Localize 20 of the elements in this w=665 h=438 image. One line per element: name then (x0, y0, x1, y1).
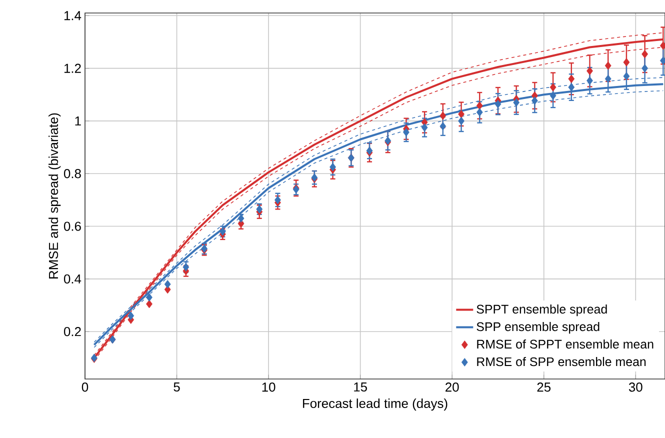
x-tick-label: 30 (628, 382, 642, 392)
x-tick-label: 20 (446, 382, 459, 392)
y-tick-label: 0.2 (64, 327, 81, 336)
y-tick-label: 1 (75, 116, 81, 126)
x-axis-title: Forecast lead time (days) (303, 398, 448, 411)
legend-label: SPP ensemble spread (476, 322, 600, 334)
y-tick-label: 1.4 (64, 11, 82, 20)
y-tick-label: 0.8 (64, 169, 81, 178)
y-tick-label: 1.2 (64, 64, 81, 73)
x-tick-label: 0 (82, 382, 88, 392)
x-tick-label: 5 (174, 382, 180, 392)
y-tick-label: 0.4 (64, 274, 82, 284)
x-tick-label: 15 (354, 382, 367, 392)
y-axis-title: RMSE and spread (bivariate) (48, 113, 61, 278)
legend-label: SPPT ensemble spread (476, 304, 607, 316)
x-tick-label: 10 (262, 382, 276, 392)
x-tick-label: 25 (537, 382, 551, 392)
y-tick-label: 0.6 (64, 222, 81, 231)
legend-label: RMSE of SPP ensemble mean (477, 356, 646, 366)
legend-label: RMSE of SPPT ensemble mean (477, 339, 654, 349)
